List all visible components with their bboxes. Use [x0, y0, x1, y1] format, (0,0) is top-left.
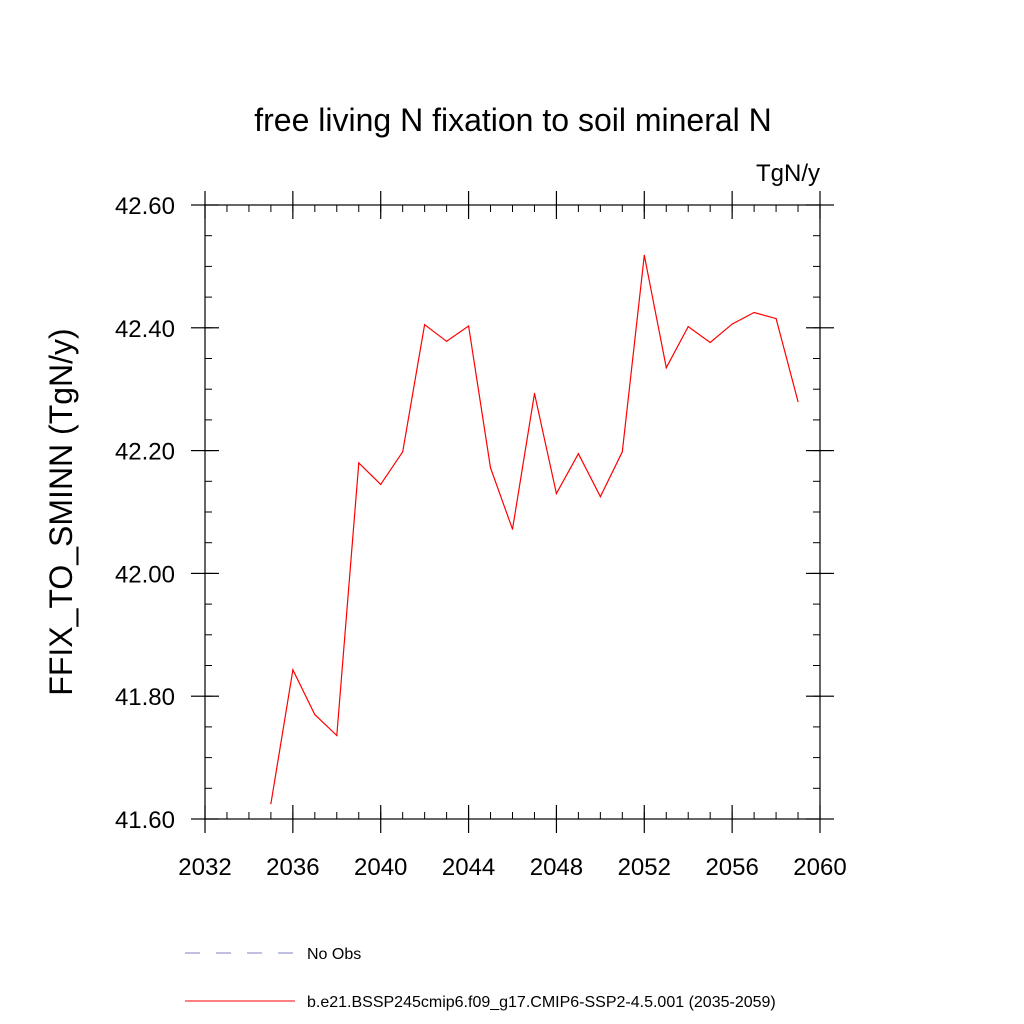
data-point	[687, 325, 689, 328]
tick-labels: 2032 2036 2040 2044 2048 2052 2056 2060 41.60 41.…	[115, 193, 847, 881]
x-tick-label: 2060	[793, 854, 846, 881]
data-point	[709, 341, 711, 344]
x-tick-label: 2048	[530, 854, 583, 881]
data-point	[555, 492, 558, 495]
units-label: TgN/y	[756, 160, 820, 187]
chart-title: free living N fixation to soil mineral N	[254, 102, 772, 138]
x-tick-label: 2056	[705, 854, 758, 881]
series-group	[270, 254, 799, 805]
data-point	[797, 400, 799, 403]
data-point	[467, 325, 470, 327]
data-point	[577, 453, 579, 455]
major-ticks	[191, 191, 834, 833]
x-tick-label: 2040	[354, 854, 407, 881]
x-tick-label: 2036	[266, 854, 319, 881]
data-point	[314, 714, 316, 716]
data-point	[533, 392, 536, 395]
series-line	[270, 255, 799, 804]
data-point	[489, 467, 492, 469]
data-point	[424, 324, 426, 326]
data-point	[621, 451, 623, 453]
data-point	[292, 669, 294, 671]
data-point	[665, 367, 667, 369]
data-point	[731, 323, 733, 325]
data-point	[270, 803, 272, 805]
data-point	[643, 254, 645, 256]
y-tick-label: 41.80	[115, 684, 175, 711]
y-tick-label: 42.40	[115, 316, 175, 343]
legend-label: b.e21.BSSP245cmip6.f09_g17.CMIP6-SSP2-4.…	[307, 994, 776, 1011]
data-point	[599, 496, 601, 498]
data-point	[358, 462, 360, 464]
data-point	[775, 317, 777, 320]
data-point	[446, 340, 448, 342]
data-point	[511, 528, 514, 530]
y-tick-label: 41.60	[115, 807, 175, 834]
data-point	[336, 734, 338, 737]
x-tick-label: 2052	[618, 854, 671, 881]
data-point	[402, 451, 404, 453]
minor-ticks	[204, 204, 821, 820]
data-point	[753, 311, 755, 314]
y-tick-label: 42.00	[115, 561, 175, 588]
x-tick-label: 2044	[442, 854, 495, 881]
data-point	[380, 483, 382, 485]
plot-frame	[204, 204, 821, 820]
y-tick-label: 42.60	[115, 193, 175, 220]
legend: No Obs b.e21.BSSP245cmip6.f09_g17.CMIP6-S…	[185, 946, 776, 1011]
y-tick-label: 42.20	[115, 439, 175, 466]
x-tick-label: 2032	[178, 854, 231, 881]
y-axis-label: FFIX_TO_SMINN (TgN/y)	[43, 328, 79, 695]
legend-label: No Obs	[307, 946, 361, 963]
